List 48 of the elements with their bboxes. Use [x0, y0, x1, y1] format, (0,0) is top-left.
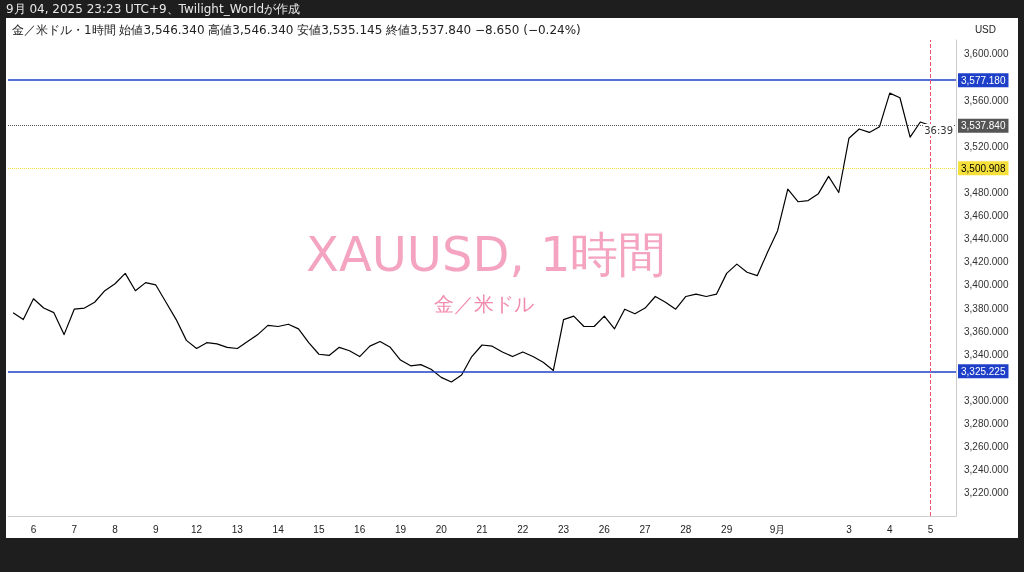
y-tick-label: 3,440.000 [964, 233, 1009, 245]
y-tick-label: 3,240.000 [964, 464, 1009, 476]
x-tick-label: 15 [313, 523, 325, 535]
y-tick-label: 3,220.000 [964, 487, 1009, 499]
y-tick-label: 3,560.000 [964, 94, 1009, 106]
annotation: 金／米ドル [434, 292, 534, 316]
x-tick-label: 27 [639, 523, 652, 535]
x-tick-label: 22 [517, 523, 529, 535]
x-tick-label: 6 [30, 523, 37, 535]
y-tick-label: 3,340.000 [964, 348, 1009, 360]
x-tick-label: 26 [598, 523, 611, 535]
y-tick-label: 3,420.000 [964, 256, 1009, 268]
x-tick-label: 20 [435, 523, 448, 535]
annotation: XAUUSD, 1時間 [306, 226, 667, 282]
y-axis-title: USD [974, 23, 997, 35]
ref-line-label: 3,325.225 [961, 365, 1006, 377]
x-tick-label: 4 [886, 523, 893, 535]
y-tick-label: 3,380.000 [964, 302, 1009, 314]
y-tick-label: 3,600.000 [964, 48, 1009, 60]
x-tick-label: 16 [354, 523, 366, 535]
x-tick-label: 9月 [769, 523, 786, 535]
chart-subtitle: 金／米ドル・1時間 始値3,546.340 高値3,546.340 安値3,535.145 終値3,537.840 −8.650 (−0.24%) [12, 22, 581, 39]
x-tick-label: 28 [680, 523, 692, 535]
ref-line-label: 3,577.180 [961, 74, 1006, 86]
y-tick-label: 3,260.000 [964, 441, 1009, 453]
x-tick-label: 29 [721, 523, 733, 535]
ref-line-label: 3,500.908 [961, 162, 1006, 174]
chart-title: 9月 04, 2025 23:23 UTC+9、Twilight_Worldが作成 [6, 1, 301, 18]
x-tick-label: 5 [927, 523, 934, 535]
y-tick-label: 3,520.000 [964, 140, 1009, 152]
x-tick-label: 12 [191, 523, 203, 535]
x-tick-label: 23 [557, 523, 570, 535]
ref-line-label: 3,537.840 [961, 120, 1006, 132]
x-tick-label: 14 [272, 523, 285, 535]
y-tick-label: 3,480.000 [964, 187, 1009, 198]
y-tick-label: 3,460.000 [964, 210, 1009, 222]
y-tick-label: 3,300.000 [964, 394, 1009, 406]
annotation: 36:39 [924, 124, 954, 136]
x-tick-label: 13 [231, 523, 244, 535]
x-tick-label: 8 [112, 523, 119, 535]
y-tick-label: 3,280.000 [964, 418, 1009, 430]
y-tick-label: 3,360.000 [964, 325, 1009, 337]
x-tick-label: 3 [846, 523, 853, 535]
y-tick-label: 3,400.000 [964, 279, 1009, 291]
x-tick-label: 19 [394, 523, 407, 535]
x-tick-label: 7 [71, 523, 78, 535]
x-tick-label: 9 [153, 523, 160, 535]
x-tick-label: 21 [476, 523, 488, 535]
